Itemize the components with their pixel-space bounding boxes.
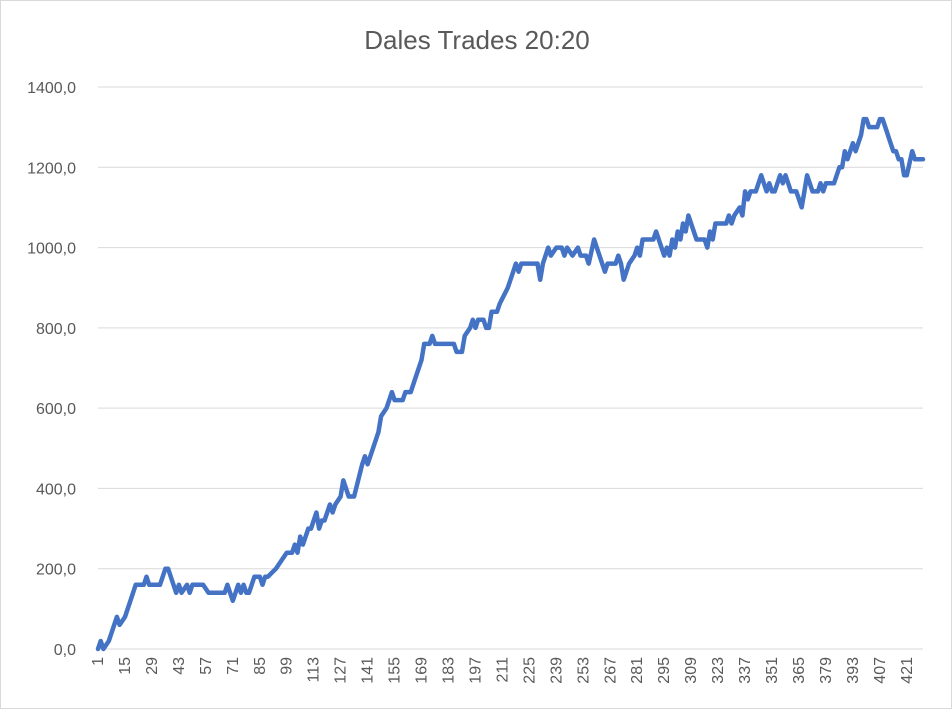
- y-tick-label: 0,0: [54, 642, 76, 659]
- y-tick-label: 800,0: [36, 321, 76, 338]
- x-tick-label: 351: [764, 657, 781, 684]
- x-tick-label: 393: [845, 657, 862, 684]
- x-tick-label: 57: [198, 657, 215, 675]
- x-axis: 1 15 29 43 57 71 85 99 113 127 141 155 169 183 197 211 2…: [90, 657, 916, 684]
- x-tick-label: 183: [440, 657, 457, 684]
- x-tick-label: 99: [279, 657, 296, 675]
- x-tick-label: 197: [467, 657, 484, 684]
- y-tick-label: 200,0: [36, 562, 76, 579]
- gridlines: [98, 86, 923, 650]
- x-tick-label: 253: [575, 657, 592, 684]
- x-tick-label: 43: [171, 657, 188, 675]
- x-tick-label: 267: [602, 657, 619, 684]
- x-tick-label: 365: [791, 657, 808, 684]
- x-tick-label: 295: [656, 657, 673, 684]
- x-tick-label: 421: [899, 657, 916, 684]
- x-tick-label: 155: [387, 657, 404, 684]
- x-tick-label: 141: [360, 657, 377, 684]
- x-tick-label: 211: [494, 657, 511, 683]
- x-tick-label: 169: [414, 657, 431, 684]
- chart-title: Dales Trades 20:20: [364, 25, 589, 55]
- x-tick-label: 379: [818, 657, 835, 684]
- series-line: [95, 116, 926, 652]
- y-tick-label: 600,0: [36, 401, 76, 418]
- x-tick-label: 29: [144, 657, 161, 675]
- x-tick-label: 113: [306, 657, 323, 683]
- x-tick-label: 323: [710, 657, 727, 684]
- x-tick-label: 127: [333, 657, 350, 684]
- x-tick-label: 225: [521, 657, 538, 684]
- x-tick-label: 71: [225, 657, 242, 675]
- series-group: [95, 116, 926, 652]
- x-tick-label: 309: [683, 657, 700, 684]
- x-tick-label: 239: [548, 657, 565, 684]
- x-tick-label: 85: [252, 657, 269, 675]
- y-tick-label: 1000,0: [27, 241, 76, 258]
- x-tick-label: 1: [90, 657, 107, 666]
- x-tick-label: 337: [737, 657, 754, 684]
- y-axis: 0,0 200,0 400,0 600,0 800,0 1000,0 1200,0 1400,…: [27, 80, 76, 659]
- y-tick-label: 400,0: [36, 481, 76, 498]
- y-tick-label: 1400,0: [27, 80, 76, 97]
- y-tick-label: 1200,0: [27, 160, 76, 177]
- x-tick-label: 15: [117, 657, 134, 675]
- x-tick-label: 407: [872, 657, 889, 684]
- x-tick-label: 281: [629, 657, 646, 684]
